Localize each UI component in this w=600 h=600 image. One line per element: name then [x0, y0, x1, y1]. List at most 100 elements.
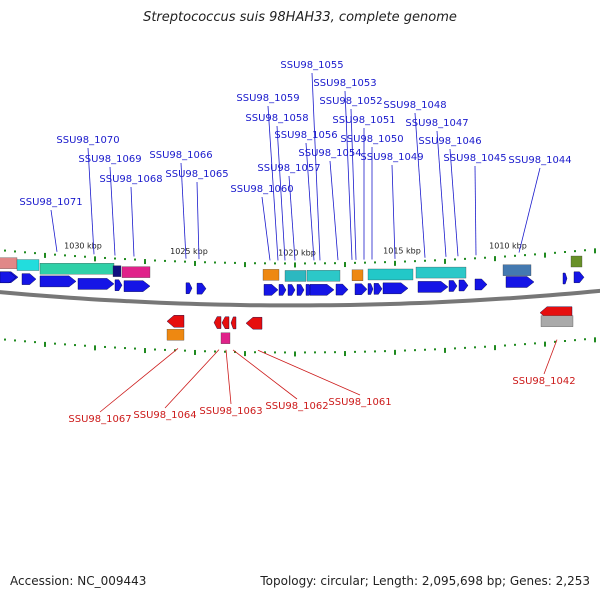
gene-label-reverse[interactable]: SSU98_1063	[199, 406, 262, 417]
label-leader-line	[518, 167, 541, 253]
gene-label-forward[interactable]: SSU98_1053	[313, 78, 376, 89]
forward-gene-arrow[interactable]	[448, 280, 458, 292]
forward-gene-arrow[interactable]	[0, 271, 17, 284]
feature-block[interactable]	[39, 263, 115, 275]
label-leader-line	[225, 349, 232, 405]
forward-gene-arrow[interactable]	[39, 275, 77, 288]
gene-label-forward[interactable]: SSU98_1055	[280, 60, 343, 71]
gene-label-forward[interactable]: SSU98_1052	[319, 96, 382, 107]
forward-gene-arrow[interactable]	[367, 283, 374, 295]
genome-summary: Topology: circular; Length: 2,095,698 bp…	[260, 574, 590, 588]
kbp-marker: 1025 kbp	[170, 247, 208, 256]
feature-block[interactable]	[367, 268, 414, 281]
reverse-gene-arrow[interactable]	[221, 316, 230, 329]
forward-gene-arrow[interactable]	[417, 281, 449, 293]
forward-gene-arrow[interactable]	[77, 278, 115, 290]
forward-gene-arrow[interactable]	[185, 282, 193, 294]
forward-gene-arrow[interactable]	[114, 279, 123, 291]
reverse-gene-arrow[interactable]	[230, 316, 237, 330]
gene-label-forward[interactable]: SSU98_1065	[165, 169, 228, 180]
gene-label-forward[interactable]: SSU98_1050	[340, 134, 403, 145]
label-leader-line	[109, 166, 116, 256]
forward-gene-arrow[interactable]	[263, 284, 279, 296]
gene-label-forward[interactable]: SSU98_1071	[19, 197, 82, 208]
label-leader-line	[311, 72, 321, 261]
gene-label-forward[interactable]: SSU98_1060	[230, 184, 293, 195]
label-leader-line	[329, 160, 339, 261]
gene-label-forward[interactable]: SSU98_1049	[360, 152, 423, 163]
label-leader-line	[474, 165, 477, 256]
reverse-gene-arrow[interactable]	[245, 317, 263, 330]
reverse-gene-arrow[interactable]	[213, 316, 222, 329]
forward-gene-arrow[interactable]	[287, 284, 296, 296]
gene-label-forward[interactable]: SSU98_1056	[274, 130, 337, 141]
gene-label-reverse[interactable]: SSU98_1067	[68, 414, 131, 425]
gene-label-forward[interactable]: SSU98_1046	[418, 136, 481, 147]
label-leader-line	[414, 112, 426, 258]
kbp-marker: 1020 kbp	[278, 248, 316, 257]
feature-block[interactable]	[112, 265, 122, 277]
feature-block[interactable]	[284, 270, 307, 282]
forward-gene-arrow[interactable]	[474, 278, 488, 291]
label-leader-line	[288, 175, 296, 261]
label-leader-line	[232, 349, 298, 400]
label-leader-line	[87, 147, 95, 255]
gene-label-forward[interactable]: SSU98_1066	[149, 150, 212, 161]
gene-label-forward[interactable]: SSU98_1070	[56, 135, 119, 146]
gene-label-forward[interactable]: SSU98_1044	[508, 155, 571, 166]
label-leader-line	[350, 108, 357, 260]
gene-label-forward[interactable]: SSU98_1059	[236, 93, 299, 104]
feature-block[interactable]	[0, 257, 18, 269]
forward-gene-arrow[interactable]	[382, 282, 409, 295]
gene-label-forward[interactable]: SSU98_1054	[298, 148, 361, 159]
forward-gene-arrow[interactable]	[373, 283, 383, 295]
forward-gene-arrow[interactable]	[196, 282, 207, 295]
feature-block[interactable]	[415, 266, 467, 279]
kbp-marker: 1015 kbp	[383, 247, 421, 256]
label-leader-line	[267, 105, 279, 261]
gene-label-forward[interactable]: SSU98_1048	[383, 100, 446, 111]
feature-block[interactable]	[540, 315, 574, 327]
gene-label-forward[interactable]: SSU98_1058	[245, 113, 308, 124]
forward-gene-arrow[interactable]	[296, 284, 305, 296]
forward-gene-arrow[interactable]	[335, 283, 349, 296]
forward-gene-arrow[interactable]	[354, 283, 368, 295]
forward-gene-arrow[interactable]	[505, 276, 535, 288]
reverse-gene-arrow[interactable]	[166, 315, 185, 328]
label-leader-line	[257, 349, 361, 396]
gene-label-forward[interactable]: SSU98_1045	[443, 153, 506, 164]
gene-label-reverse[interactable]: SSU98_1042	[512, 376, 575, 387]
genome-backbone	[0, 288, 600, 308]
label-leader-line	[50, 209, 58, 252]
label-leader-line	[543, 339, 558, 375]
feature-block[interactable]	[262, 269, 280, 281]
feature-block[interactable]	[121, 266, 151, 278]
forward-gene-arrow[interactable]	[21, 273, 37, 285]
forward-gene-arrow[interactable]	[123, 280, 151, 292]
gene-label-reverse[interactable]: SSU98_1061	[328, 397, 391, 408]
label-leader-line	[449, 148, 459, 257]
label-leader-line	[344, 90, 353, 260]
feature-block[interactable]	[166, 329, 185, 341]
feature-block[interactable]	[306, 270, 341, 282]
gene-label-reverse[interactable]: SSU98_1062	[265, 401, 328, 412]
forward-gene-arrow[interactable]	[278, 284, 287, 296]
gene-label-forward[interactable]: SSU98_1069	[78, 154, 141, 165]
forward-gene-arrow[interactable]	[458, 279, 469, 292]
feature-block[interactable]	[502, 264, 532, 276]
feature-block[interactable]	[351, 269, 364, 281]
gene-label-forward[interactable]: SSU98_1051	[332, 115, 395, 126]
gene-label-forward[interactable]: SSU98_1068	[99, 174, 162, 185]
gene-label-forward[interactable]: SSU98_1057	[257, 163, 320, 174]
feature-block[interactable]	[220, 332, 231, 344]
feature-block[interactable]	[570, 255, 583, 268]
forward-gene-arrow[interactable]	[309, 284, 335, 296]
gene-label-reverse[interactable]: SSU98_1064	[133, 410, 196, 421]
gene-label-forward[interactable]: SSU98_1047	[405, 118, 468, 129]
label-leader-line	[196, 181, 200, 260]
forward-gene-arrow[interactable]	[562, 272, 568, 285]
feature-block[interactable]	[16, 259, 40, 271]
forward-gene-arrow[interactable]	[573, 271, 585, 283]
map-title: Streptococcus suis 98HAH33, complete gen…	[143, 10, 457, 25]
